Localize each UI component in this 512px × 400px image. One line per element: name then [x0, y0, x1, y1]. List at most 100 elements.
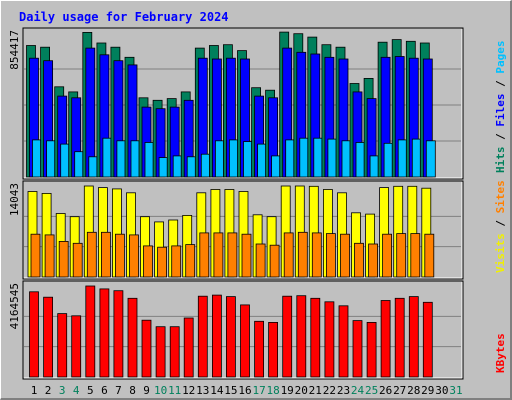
bar-pages-day-29 [425, 140, 436, 178]
x-tick-day-5: 5 [87, 384, 94, 397]
bar-kbytes-day-9 [141, 319, 152, 378]
x-tick-day-20: 20 [295, 384, 308, 397]
x-tick-day-3: 3 [59, 384, 66, 397]
bar-sites-day-16 [241, 233, 252, 278]
panel-bottom: 4164545 KBytes [8, 280, 507, 380]
x-tick-day-18: 18 [266, 384, 279, 397]
bar-kbytes-day-8 [127, 297, 138, 378]
bar-kbytes-day-6 [99, 288, 110, 378]
bar-sites-day-25 [368, 243, 379, 278]
bar-sites-day-3 [58, 240, 69, 278]
bar-sites-day-26 [382, 233, 393, 278]
bar-kbytes-day-17 [254, 320, 265, 378]
panel-middle: 14043 Visits / Sites [8, 180, 507, 280]
bar-sites-day-18 [269, 244, 280, 278]
legend-separator: / [494, 127, 507, 147]
panel-legend: Hits / Files / Pages [494, 41, 507, 174]
bar-sites-day-28 [410, 233, 421, 278]
bar-kbytes-day-27 [394, 297, 405, 378]
bar-pages-day-5 [88, 156, 99, 178]
bar-kbytes-day-21 [310, 297, 321, 378]
x-tick-day-15: 15 [224, 384, 237, 397]
x-tick-day-21: 21 [309, 384, 322, 397]
legend-hits: Hits [494, 147, 507, 174]
x-tick-day-23: 23 [337, 384, 350, 397]
bar-kbytes-day-25 [366, 321, 377, 378]
x-tick-day-4: 4 [73, 384, 80, 397]
bar-sites-day-23 [340, 233, 350, 278]
x-tick-day-29: 29 [421, 384, 434, 397]
bar-kbytes-day-16 [240, 304, 250, 378]
x-tick-day-11: 11 [168, 384, 181, 397]
bar-sites-day-9 [143, 245, 153, 278]
panel-max-label: 854417 [8, 30, 21, 70]
bar-pages-day-26 [383, 142, 394, 178]
legend-separator: / [494, 213, 507, 233]
x-tick-day-19: 19 [281, 384, 294, 397]
bar-sites-day-14 [213, 232, 224, 278]
x-tick-day-17: 17 [252, 384, 265, 397]
bar-kbytes-day-28 [408, 296, 419, 378]
bar-pages-day-22 [327, 138, 338, 178]
bar-kbytes-day-1 [29, 291, 39, 378]
panel-max-label: 14043 [8, 183, 21, 216]
x-tick-day-2: 2 [45, 384, 52, 397]
legend-separator: / [494, 74, 507, 94]
bar-kbytes-day-20 [296, 295, 307, 378]
bar-sites-day-21 [311, 232, 322, 278]
x-tick-day-27: 27 [393, 384, 406, 397]
bar-sites-day-22 [325, 233, 336, 278]
bar-sites-day-15 [227, 232, 238, 278]
x-tick-day-31: 31 [449, 384, 462, 397]
x-tick-day-1: 1 [31, 384, 38, 397]
bar-sites-day-4 [72, 242, 83, 278]
bar-sites-day-29 [424, 233, 435, 278]
chart-panels: 854417 Hits / Files / Pages 14043 Visits / … [8, 27, 507, 380]
x-tick-day-24: 24 [351, 384, 365, 397]
chart-title: Daily usage for February 2024 [19, 10, 229, 24]
bar-sites-day-17 [255, 243, 266, 278]
bar-kbytes-day-10 [155, 326, 166, 378]
panel-top: 854417 Hits / Files / Pages [8, 27, 507, 180]
bar-kbytes-day-24 [352, 320, 363, 378]
bar-pages-day-10 [158, 157, 169, 178]
x-tick-day-30: 30 [435, 384, 448, 397]
legend-visits: Visits [494, 233, 507, 273]
x-tick-day-7: 7 [115, 384, 122, 397]
bar-pages-day-19 [285, 139, 296, 178]
x-tick-day-10: 10 [154, 384, 167, 397]
bar-kbytes-day-11 [169, 326, 180, 378]
bar-kbytes-day-19 [282, 295, 293, 378]
bar-kbytes-day-5 [85, 285, 96, 378]
bar-sites-day-5 [86, 231, 97, 278]
x-tick-day-16: 16 [238, 384, 251, 397]
bar-pages-day-1 [32, 139, 42, 178]
legend-files: Files [494, 94, 507, 127]
bar-kbytes-day-22 [324, 301, 335, 378]
bar-pages-day-13 [200, 153, 211, 178]
bar-kbytes-day-3 [57, 313, 68, 378]
bar-pages-day-7 [116, 140, 127, 178]
x-tick-day-9: 9 [143, 384, 150, 397]
bar-kbytes-day-29 [422, 301, 433, 378]
x-tick-day-12: 12 [182, 384, 195, 397]
legend-sites: Sites [494, 180, 507, 213]
bar-kbytes-day-15 [225, 296, 236, 378]
bar-pages-day-12 [186, 156, 197, 178]
x-tick-day-26: 26 [379, 384, 392, 397]
x-tick-day-13: 13 [196, 384, 209, 397]
x-axis-day-labels: 1 2 3 4 5 6 7 8 9 10 11 12 13 14 15 16 17 18 19 20 21 22 23 24 2… [31, 384, 463, 397]
bar-sites-day-10 [157, 246, 168, 278]
bar-sites-day-2 [44, 234, 55, 278]
bar-sites-day-24 [354, 242, 364, 278]
bar-kbytes-day-13 [197, 295, 208, 378]
bar-kbytes-day-26 [380, 300, 391, 378]
bar-sites-day-6 [101, 231, 111, 278]
bar-kbytes-day-18 [268, 321, 279, 378]
bar-sites-day-20 [297, 231, 308, 278]
x-tick-day-22: 22 [323, 384, 336, 397]
bar-pages-day-2 [46, 140, 56, 178]
bar-pages-day-9 [144, 142, 155, 178]
